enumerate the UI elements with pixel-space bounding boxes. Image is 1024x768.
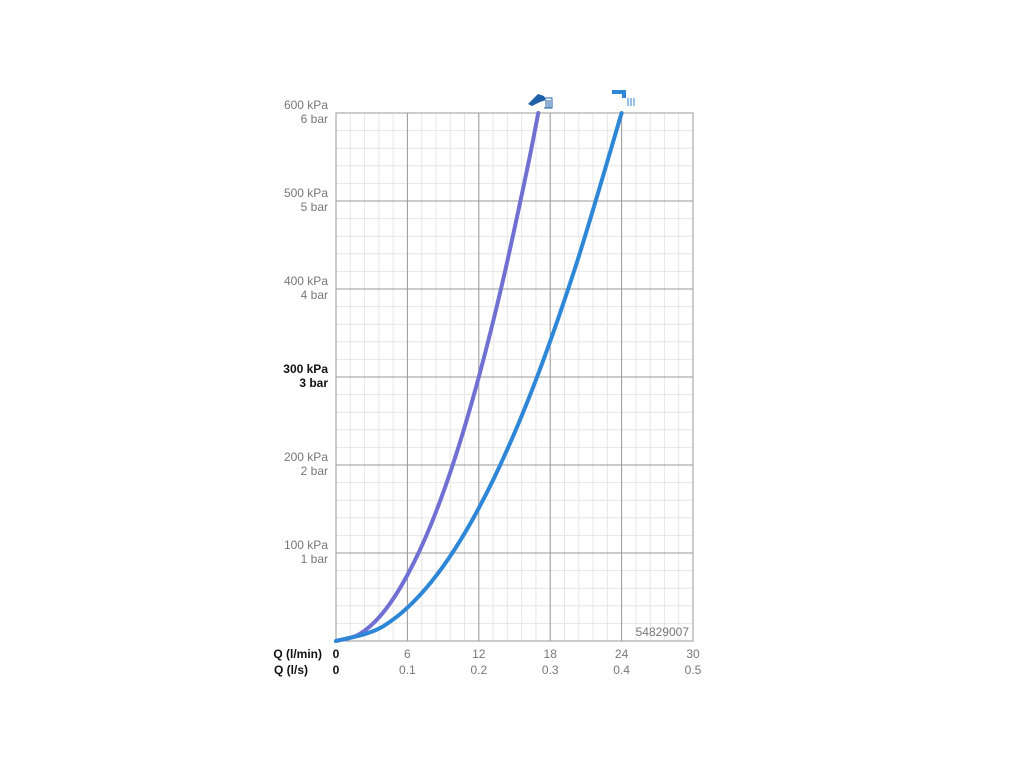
- shower-icon-hand: [528, 94, 553, 109]
- y-tick-bar-label: 5 bar: [301, 200, 328, 214]
- x2-tick-label: 0.3: [542, 663, 559, 677]
- x2-tick-label: 0.5: [685, 663, 702, 677]
- x-tick-label: 18: [544, 647, 558, 661]
- x-tick-label: 24: [615, 647, 629, 661]
- y-tick-label: 300 kPa: [283, 362, 328, 376]
- x-axis-label: Q (l/min): [273, 647, 322, 661]
- flow-curve: [334, 111, 541, 643]
- plot-border: [335, 112, 694, 642]
- y-tick-label: 100 kPa: [284, 538, 328, 552]
- y-tick-label: 600 kPa: [284, 98, 328, 112]
- x-tick-label: 0: [333, 647, 340, 661]
- y-tick-label: 500 kPa: [284, 186, 328, 200]
- x-tick-label: 30: [686, 647, 700, 661]
- grid: [335, 112, 694, 642]
- flow-curve: [334, 111, 624, 643]
- x2-tick-label: 0: [333, 663, 340, 677]
- y-tick-label: 200 kPa: [284, 450, 328, 464]
- x-tick-label: 12: [472, 647, 486, 661]
- x2-tick-label: 0.2: [470, 663, 487, 677]
- x2-tick-label: 0.1: [399, 663, 416, 677]
- y-tick-bar-label: 6 bar: [301, 112, 328, 126]
- y-tick-bar-label: 3 bar: [299, 376, 328, 390]
- y-tick-label: 400 kPa: [284, 274, 328, 288]
- y-tick-bar-label: 2 bar: [301, 464, 328, 478]
- x2-tick-label: 0.4: [613, 663, 630, 677]
- x-tick-label: 6: [404, 647, 411, 661]
- y-tick-bar-label: 4 bar: [301, 288, 328, 302]
- annotation: 54829007: [636, 625, 690, 639]
- shower-icon-head: [612, 90, 635, 106]
- x2-axis-label: Q (l/s): [274, 663, 308, 677]
- y-tick-bar-label: 1 bar: [301, 552, 328, 566]
